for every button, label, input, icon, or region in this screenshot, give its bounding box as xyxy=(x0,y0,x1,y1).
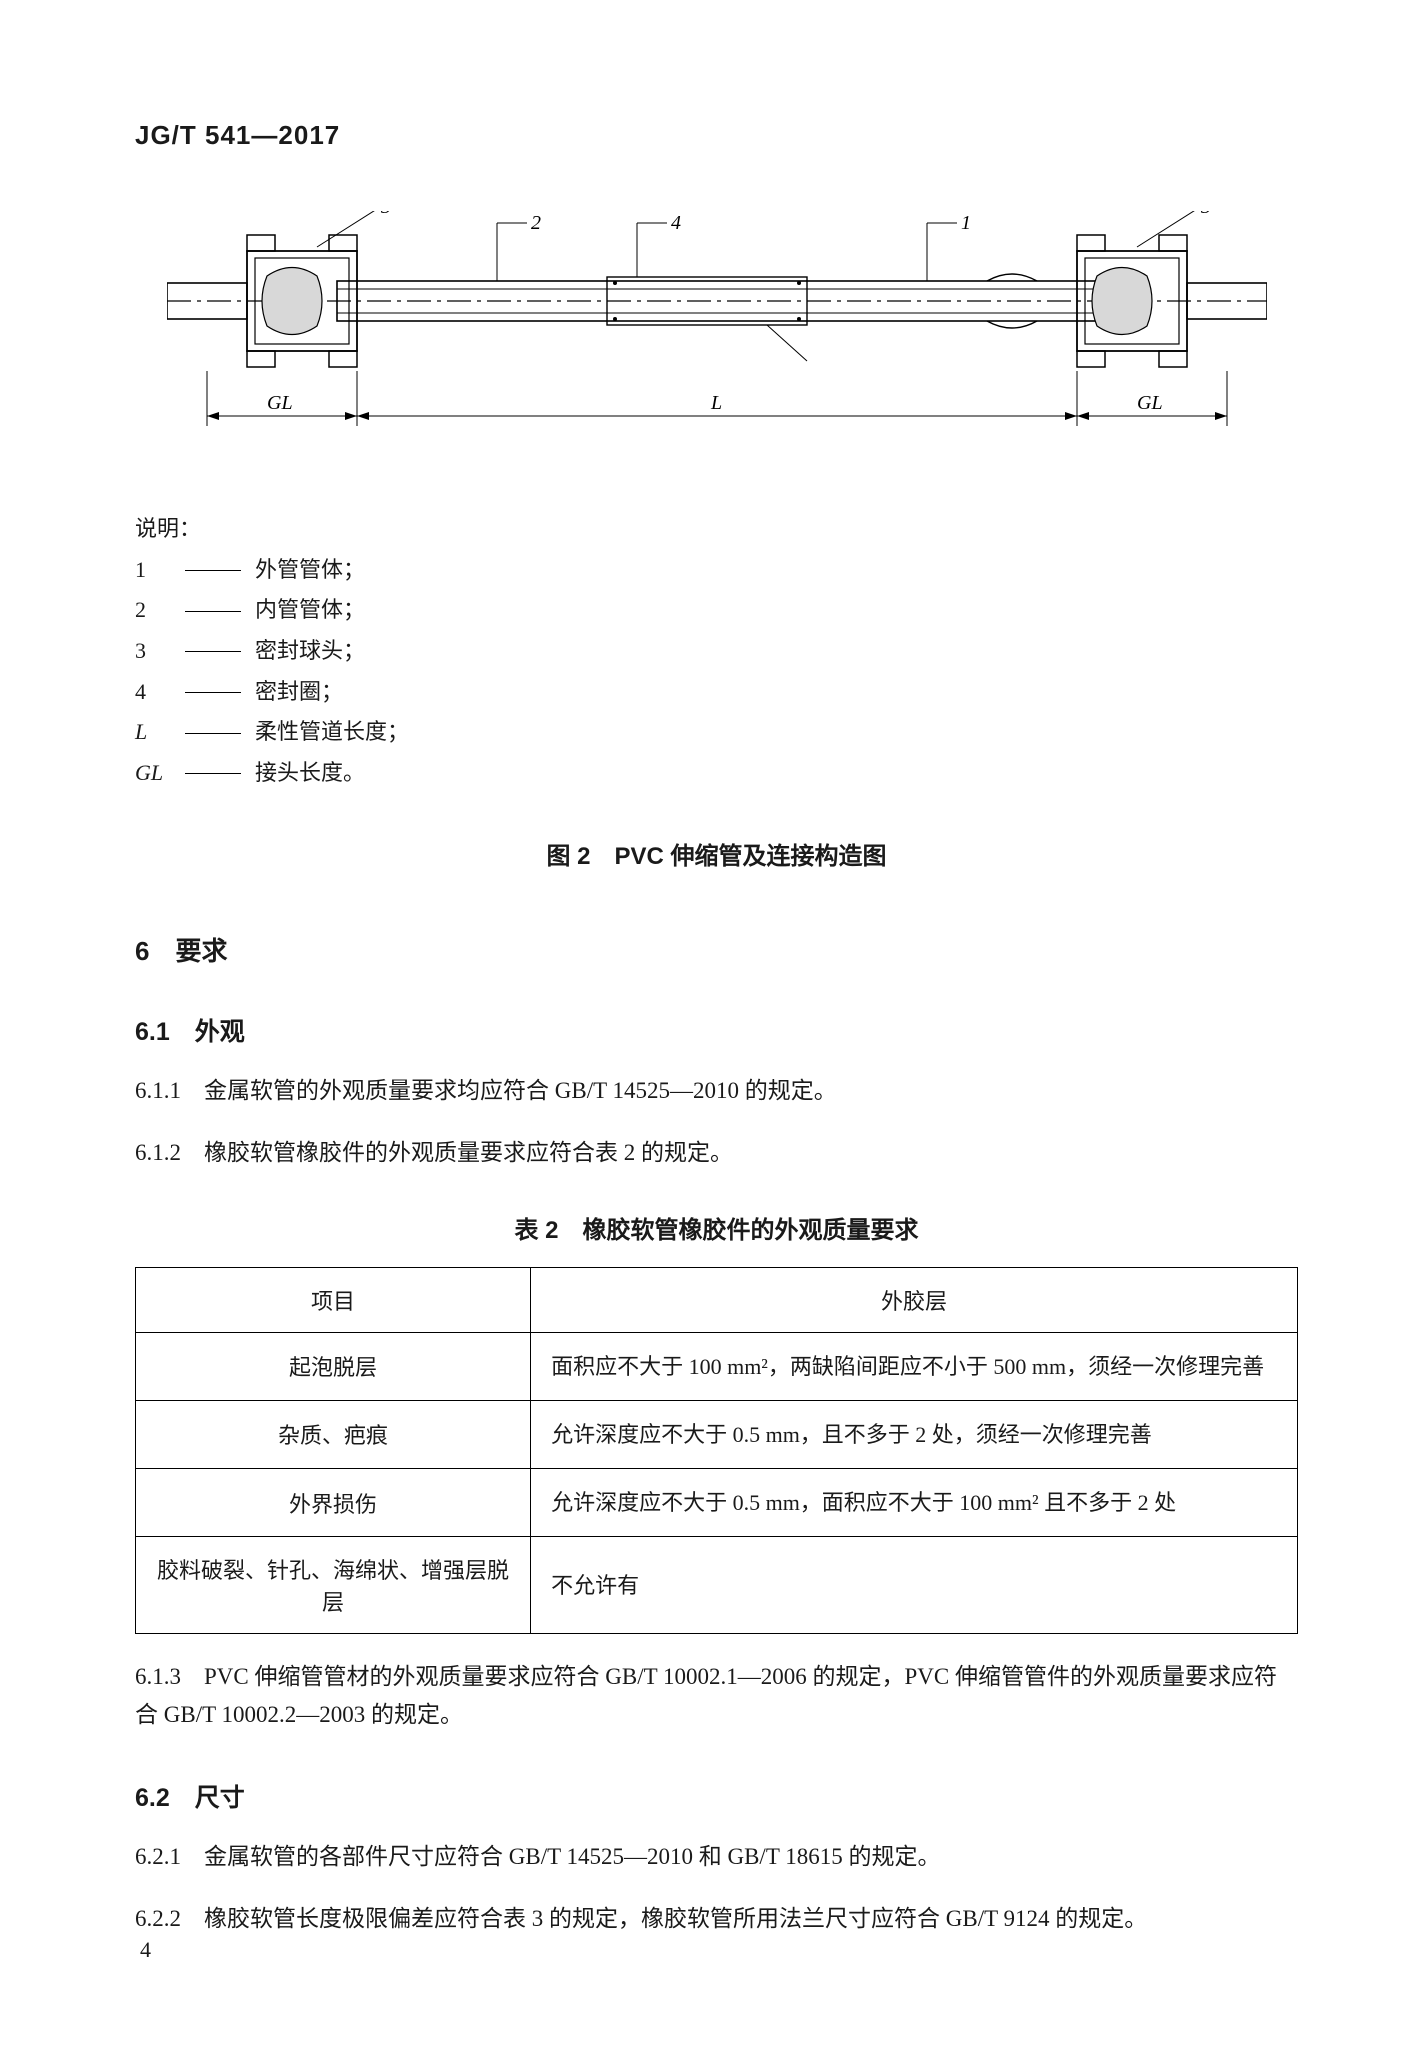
callout-3-right: 3 xyxy=(1200,211,1211,218)
section-6-heading: 6 要求 xyxy=(135,931,1298,968)
figure-legend: 说明： 1外管管体； 2内管管体； 3密封球头； 4密封圈； L柔性管道长度； … xyxy=(135,509,1298,794)
table-cell-item: 起泡脱层 xyxy=(136,1332,531,1400)
doc-header: JG/T 541—2017 xyxy=(135,120,1298,151)
legend-intro: 说明： xyxy=(135,509,1298,550)
figure-caption: 图 2 PVC 伸缩管及连接构造图 xyxy=(135,836,1298,871)
legend-item: 3密封球头； xyxy=(135,631,1298,672)
table-cell-desc: 面积应不大于 100 mm²，两缺陷间距应不小于 500 mm，须经一次修理完善 xyxy=(531,1332,1298,1400)
table-cell-item: 杂质、疤痕 xyxy=(136,1400,531,1468)
table-cell-desc: 允许深度应不大于 0.5 mm，且不多于 2 处，须经一次修理完善 xyxy=(531,1400,1298,1468)
table-cell-desc: 允许深度应不大于 0.5 mm，面积应不大于 100 mm² 且不多于 2 处 xyxy=(531,1469,1298,1537)
table-row: 胶料破裂、针孔、海绵状、增强层脱层 不允许有 xyxy=(136,1537,1298,1634)
legend-item: 2内管管体； xyxy=(135,590,1298,631)
figure-2: 3 2 4 1 3 GL xyxy=(135,211,1298,471)
callout-3-left: 3 xyxy=(380,211,391,218)
dimensions: GL L GL xyxy=(207,371,1227,426)
clause-6-1-3: 6.1.3 PVC 伸缩管管材的外观质量要求应符合 GB/T 10002.1—2… xyxy=(135,1658,1298,1734)
page-number: 4 xyxy=(140,1937,151,1963)
clause-6-1-1: 6.1.1 金属软管的外观质量要求均应符合 GB/T 14525—2010 的规… xyxy=(135,1072,1298,1110)
table-row: 杂质、疤痕 允许深度应不大于 0.5 mm，且不多于 2 处，须经一次修理完善 xyxy=(136,1400,1298,1468)
clause-6-2-1: 6.2.1 金属软管的各部件尺寸应符合 GB/T 14525—2010 和 GB… xyxy=(135,1838,1298,1876)
table-cell-item: 外界损伤 xyxy=(136,1469,531,1537)
callout-1: 1 xyxy=(961,212,971,234)
table-cell-item: 胶料破裂、针孔、海绵状、增强层脱层 xyxy=(136,1537,531,1634)
dim-l: L xyxy=(710,392,722,414)
legend-item: 1外管管体； xyxy=(135,550,1298,591)
table-header-row: 项目 外胶层 xyxy=(136,1267,1298,1332)
section-6-1-heading: 6.1 外观 xyxy=(135,1012,1298,1048)
table-2-caption: 表 2 橡胶软管橡胶件的外观质量要求 xyxy=(135,1210,1298,1245)
table-2: 项目 外胶层 起泡脱层 面积应不大于 100 mm²，两缺陷间距应不小于 500… xyxy=(135,1267,1298,1635)
callout-4: 4 xyxy=(671,212,681,234)
section-6-2-heading: 6.2 尺寸 xyxy=(135,1778,1298,1814)
table-row: 起泡脱层 面积应不大于 100 mm²，两缺陷间距应不小于 500 mm，须经一… xyxy=(136,1332,1298,1400)
clause-6-2-2: 6.2.2 橡胶软管长度极限偏差应符合表 3 的规定，橡胶软管所用法兰尺寸应符合… xyxy=(135,1900,1298,1938)
table-header-item: 项目 xyxy=(136,1267,531,1332)
legend-item: 4密封圈； xyxy=(135,672,1298,713)
clause-6-1-2: 6.1.2 橡胶软管橡胶件的外观质量要求应符合表 2 的规定。 xyxy=(135,1134,1298,1172)
dim-gl-right: GL xyxy=(1137,392,1163,414)
table-cell-desc: 不允许有 xyxy=(531,1537,1298,1634)
table-header-desc: 外胶层 xyxy=(531,1267,1298,1332)
legend-item: L柔性管道长度； xyxy=(135,712,1298,753)
table-row: 外界损伤 允许深度应不大于 0.5 mm，面积应不大于 100 mm² 且不多于… xyxy=(136,1469,1298,1537)
legend-item: GL接头长度。 xyxy=(135,753,1298,794)
dim-gl-left: GL xyxy=(267,392,293,414)
figure-svg: 3 2 4 1 3 GL xyxy=(167,211,1267,471)
callout-2: 2 xyxy=(531,212,541,234)
